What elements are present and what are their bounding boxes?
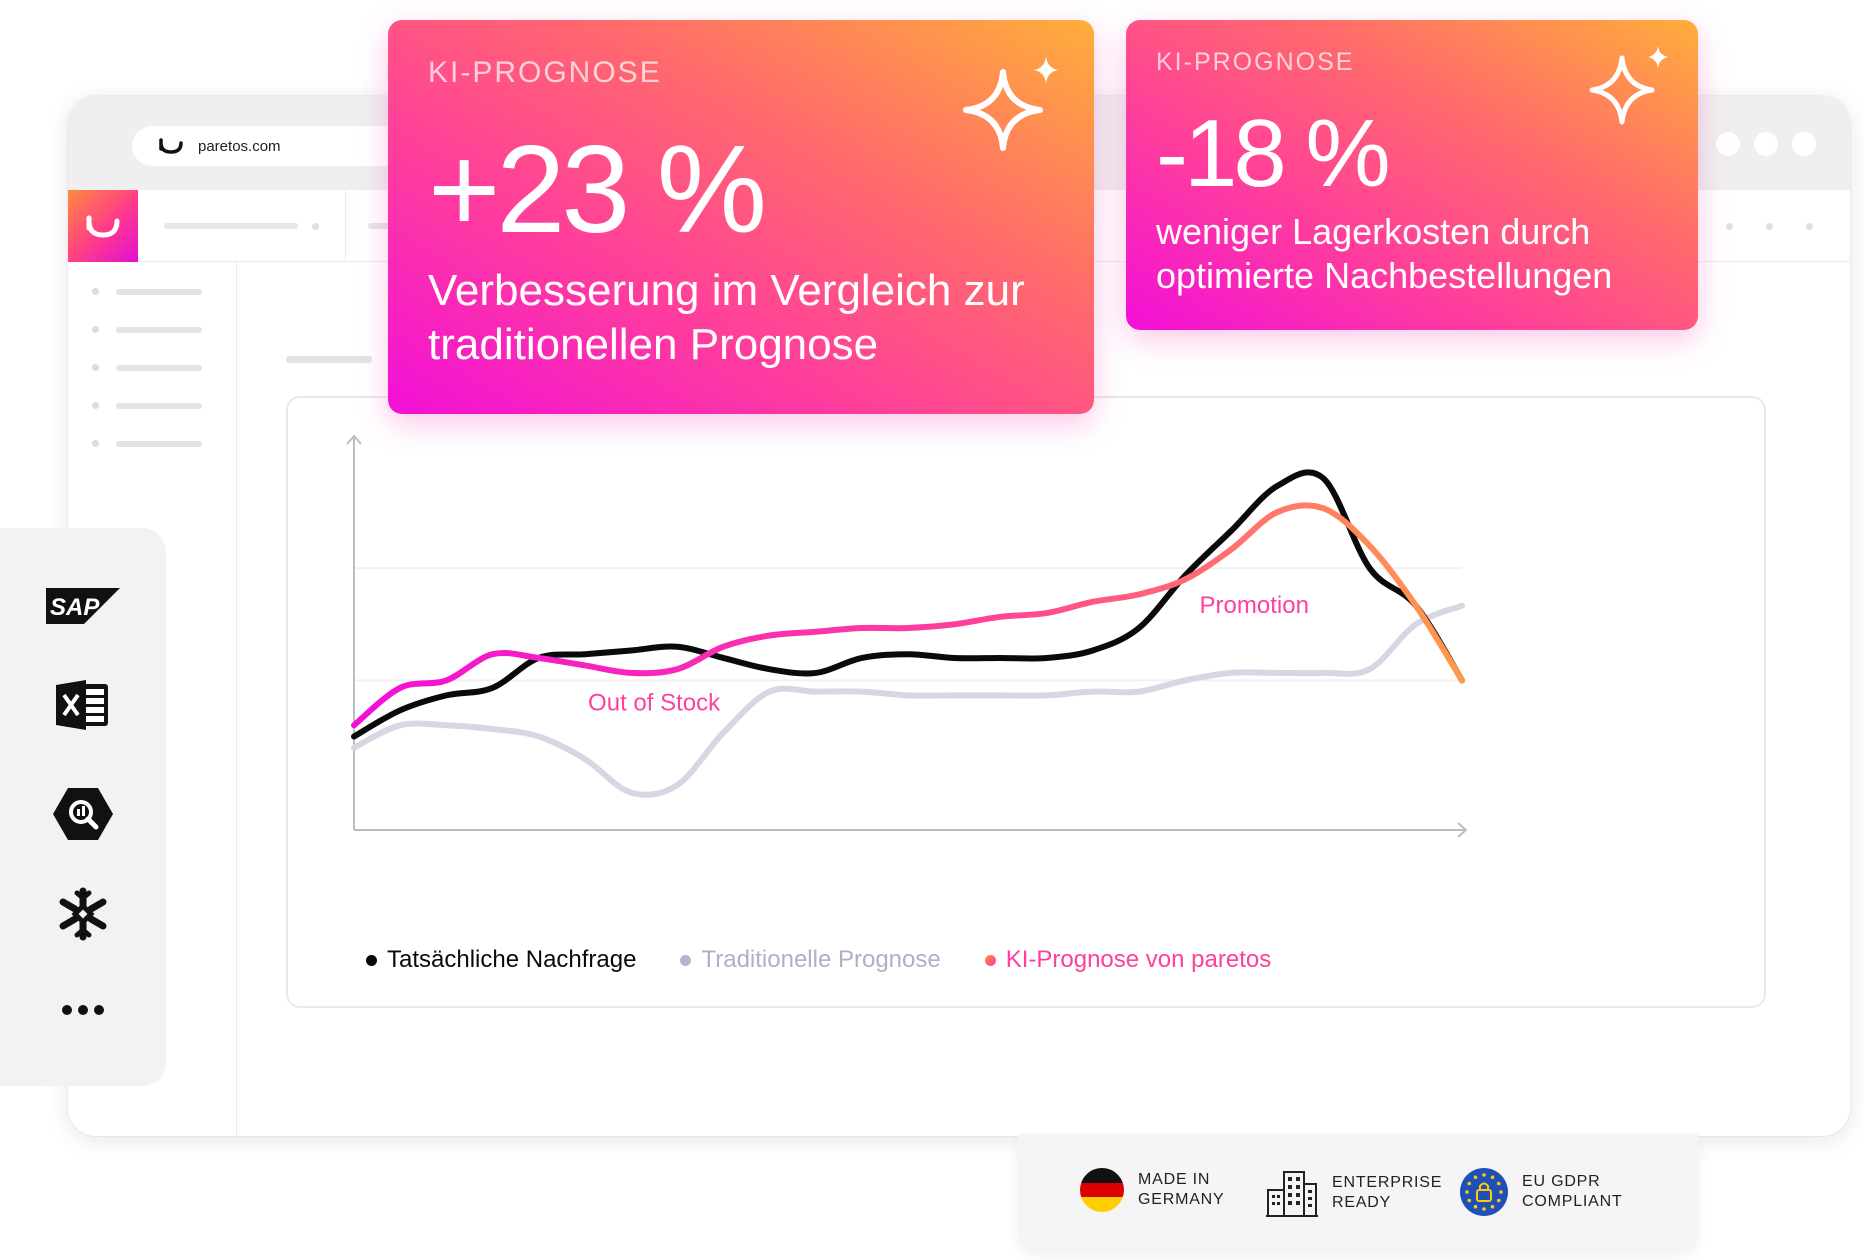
trust-badge-eu-gdpr: EU GDPR COMPLIANT bbox=[1460, 1168, 1632, 1216]
series-line-traditional-forecast bbox=[351, 602, 1465, 798]
forecast-chart: Out of Stock Promotion bbox=[346, 434, 1468, 838]
kpi-description: Verbesserung im Vergleich zur traditione… bbox=[428, 264, 1025, 371]
trust-badge-text: ENTERPRISE bbox=[1332, 1174, 1443, 1191]
window-dot[interactable] bbox=[1754, 132, 1778, 156]
content-title-placeholder bbox=[286, 356, 372, 363]
legend-label: Tatsächliche Nachfrage bbox=[387, 946, 637, 973]
snowflake-icon[interactable] bbox=[55, 886, 111, 942]
legend-label: KI-Prognose von paretos bbox=[1005, 946, 1272, 973]
sparkle-icon bbox=[1589, 46, 1668, 125]
trust-badges-bar: MADE IN GERMANY ENTERPRISE bbox=[1018, 1134, 1698, 1250]
eu-star bbox=[1496, 1181, 1501, 1186]
annotation-out-of-stock: Out of Stock bbox=[588, 689, 721, 716]
sidebar-menu-item[interactable] bbox=[92, 326, 212, 334]
trust-badge-text: EU GDPR bbox=[1522, 1173, 1601, 1190]
legend-dot bbox=[984, 954, 996, 966]
annotation-promotion: Promotion bbox=[1200, 592, 1309, 619]
x-axis-arrow-icon bbox=[1457, 822, 1468, 838]
window-dot[interactable] bbox=[1716, 132, 1740, 156]
header-placeholder-dot bbox=[1806, 223, 1813, 230]
header-placeholder-dot bbox=[1766, 223, 1773, 230]
paretos-logo-icon bbox=[159, 138, 183, 154]
legend-item-ai[interactable]: KI-Prognose von paretos bbox=[984, 946, 1272, 974]
sidebar-menu-item[interactable] bbox=[92, 440, 212, 448]
eu-star bbox=[1499, 1190, 1503, 1194]
eu-star bbox=[1482, 1173, 1486, 1177]
kpi-description-line: optimierte Nachbestellungen bbox=[1156, 254, 1613, 296]
eu-star bbox=[1467, 1181, 1472, 1186]
kpi-description-line: traditionellen Prognose bbox=[428, 319, 879, 369]
eu-star bbox=[1467, 1198, 1472, 1203]
eu-star bbox=[1490, 1175, 1495, 1180]
trust-badge-text: COMPLIANT bbox=[1522, 1193, 1623, 1210]
legend-dot bbox=[680, 954, 692, 966]
sidebar-menu-item[interactable] bbox=[92, 364, 212, 372]
kpi-description: weniger Lagerkosten durch optimierte Nac… bbox=[1156, 210, 1612, 298]
url-text: paretos.com bbox=[198, 137, 281, 155]
bigquery-icon[interactable] bbox=[52, 786, 114, 842]
window-dot[interactable] bbox=[1792, 132, 1816, 156]
kpi-card-forecast-improvement: KI-PROGNOSE +23 % Verbesserung im Vergle… bbox=[388, 20, 1094, 414]
building-icon bbox=[1266, 1171, 1318, 1217]
header-placeholder bbox=[368, 223, 398, 229]
header-placeholder bbox=[164, 223, 298, 229]
eu-star bbox=[1473, 1204, 1478, 1209]
trust-badge-text: MADE IN bbox=[1138, 1171, 1211, 1188]
svg-text:SAP: SAP bbox=[50, 594, 100, 621]
eu-star bbox=[1465, 1190, 1469, 1194]
legend-dot bbox=[366, 954, 377, 966]
sidebar-menu-item[interactable] bbox=[92, 402, 212, 410]
eu-gdpr-icon bbox=[1460, 1168, 1508, 1216]
paretos-logo-icon bbox=[86, 215, 120, 238]
germany-flag-icon bbox=[1080, 1168, 1124, 1212]
header-placeholder-dot bbox=[312, 223, 319, 230]
integrations-panel: SAP bbox=[0, 528, 166, 1086]
sidebar-menu-item[interactable] bbox=[92, 288, 212, 296]
kpi-label: KI-PROGNOSE bbox=[428, 56, 662, 89]
sidebar-divider bbox=[236, 262, 237, 1136]
legend-label: Traditionelle Prognose bbox=[701, 946, 941, 973]
eu-star bbox=[1490, 1204, 1495, 1209]
sparkle-icon bbox=[963, 56, 1058, 151]
header-placeholder-dot bbox=[1726, 223, 1733, 230]
app-logo[interactable] bbox=[68, 190, 138, 262]
kpi-value: +23 % bbox=[428, 121, 767, 259]
kpi-value: -18 % bbox=[1156, 100, 1391, 207]
legend-item-actual[interactable]: Tatsächliche Nachfrage bbox=[366, 946, 636, 974]
kpi-card-storage-costs: KI-PROGNOSE -18 % weniger Lagerkosten du… bbox=[1126, 20, 1698, 330]
chart-legend: Tatsächliche Nachfrage Traditionelle Pro… bbox=[366, 946, 1271, 974]
header-divider bbox=[345, 190, 346, 262]
kpi-description-line: weniger Lagerkosten durch bbox=[1156, 211, 1591, 252]
forecast-chart-card: Out of Stock Promotion Tatsächliche Nachf… bbox=[286, 396, 1766, 1008]
excel-icon[interactable] bbox=[56, 680, 110, 730]
trust-badge-text: READY bbox=[1332, 1194, 1392, 1211]
sap-icon[interactable]: SAP bbox=[46, 588, 120, 624]
y-axis-arrow-icon bbox=[346, 434, 362, 445]
kpi-label: KI-PROGNOSE bbox=[1156, 48, 1355, 76]
kpi-description-line: Verbesserung im Vergleich zur bbox=[428, 266, 1025, 315]
window-controls bbox=[1716, 132, 1816, 156]
trust-badge-enterprise-ready: ENTERPRISE READY bbox=[1266, 1168, 1442, 1218]
eu-star bbox=[1496, 1198, 1501, 1203]
eu-star bbox=[1473, 1175, 1478, 1180]
legend-item-traditional[interactable]: Traditionelle Prognose bbox=[680, 946, 941, 974]
trust-badge-text: GERMANY bbox=[1138, 1191, 1225, 1208]
eu-star bbox=[1482, 1207, 1486, 1211]
series-line-ai-forecast bbox=[351, 502, 1465, 729]
more-icon[interactable] bbox=[61, 1004, 105, 1016]
trust-badge-made-in-germany: MADE IN GERMANY bbox=[1080, 1168, 1248, 1212]
